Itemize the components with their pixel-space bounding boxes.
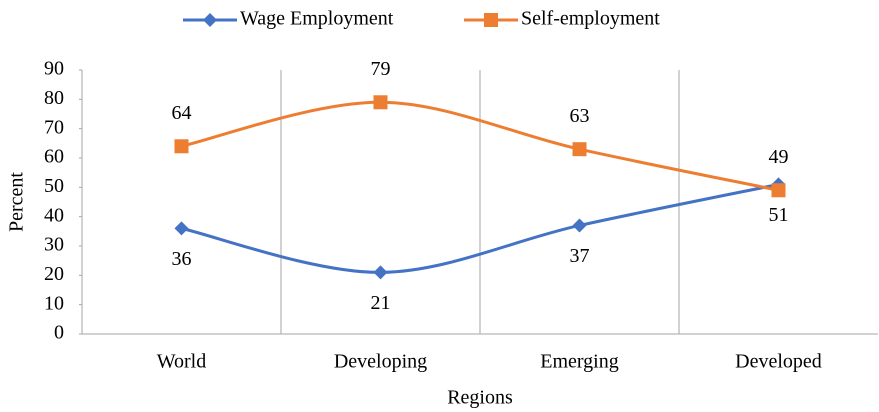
legend-label: Self-employment (521, 8, 660, 30)
data-label: 64 (172, 102, 192, 124)
data-label: 51 (769, 204, 789, 226)
legend-marker (484, 13, 498, 27)
y-tick-label: 40 (44, 204, 64, 226)
y-tick-label: 50 (44, 175, 64, 197)
y-tick-label: 0 (54, 322, 64, 344)
data-label: 49 (769, 146, 789, 168)
data-point (771, 183, 786, 198)
series-line (181, 100, 779, 192)
x-tick-label: World (157, 351, 207, 373)
x-axis-label: Regions (447, 387, 513, 409)
y-tick-label: 10 (44, 292, 64, 314)
y-tick-label: 70 (44, 116, 64, 138)
data-point (572, 142, 587, 157)
data-point (572, 218, 587, 233)
data-point (174, 139, 189, 154)
y-tick-label: 30 (44, 234, 64, 256)
y-tick-label: 80 (44, 87, 64, 109)
data-label: 63 (570, 105, 590, 127)
y-tick-label: 60 (44, 146, 64, 168)
data-label: 79 (371, 58, 391, 80)
data-point (373, 265, 388, 280)
series-line (181, 182, 779, 274)
x-tick-label: Developing (334, 351, 427, 373)
data-label: 21 (371, 292, 391, 314)
y-tick-label: 20 (44, 263, 64, 285)
data-label: 36 (172, 248, 192, 270)
y-axis-label: Percent (6, 172, 28, 232)
data-label: 37 (570, 245, 590, 267)
legend-marker (203, 13, 217, 27)
data-point (174, 221, 189, 236)
y-tick-label: 90 (44, 58, 64, 80)
x-tick-label: Emerging (540, 351, 619, 373)
legend-label: Wage Employment (240, 8, 394, 30)
x-tick-label: Developed (735, 351, 822, 373)
data-point (373, 95, 388, 110)
